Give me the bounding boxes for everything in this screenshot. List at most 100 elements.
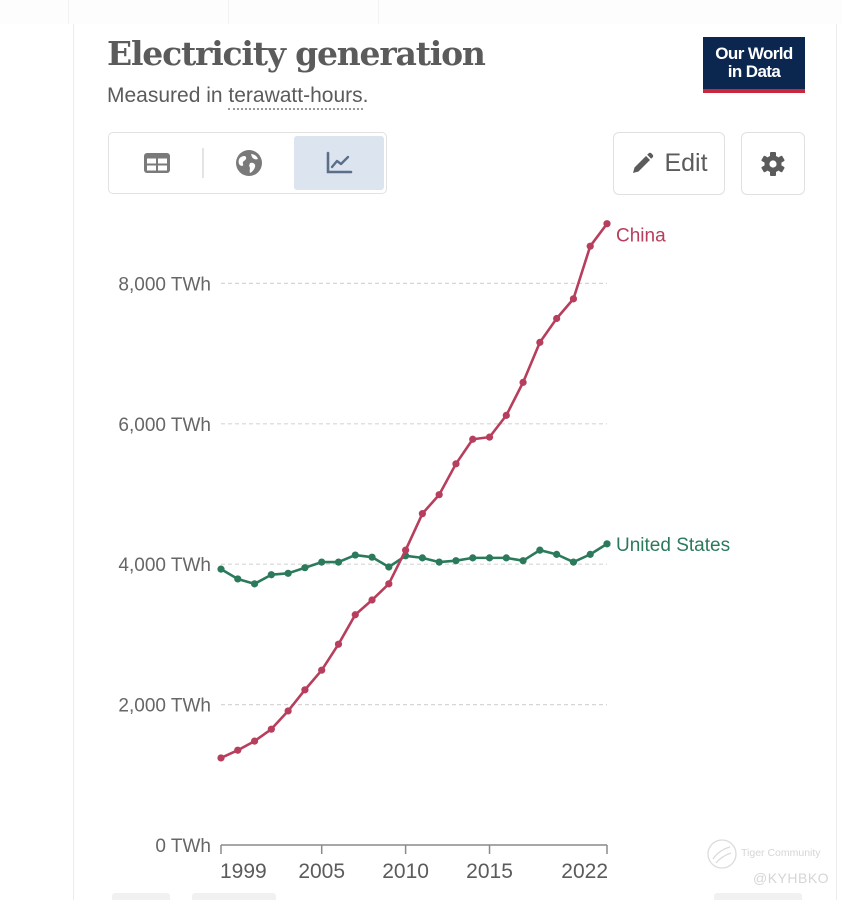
data-point[interactable] bbox=[301, 686, 309, 694]
series-label[interactable]: China bbox=[616, 226, 666, 247]
data-point[interactable] bbox=[452, 460, 460, 468]
x-tick-label: 2015 bbox=[466, 860, 513, 883]
data-point[interactable] bbox=[368, 553, 376, 561]
data-point[interactable] bbox=[452, 557, 460, 565]
table-icon bbox=[144, 153, 170, 173]
watermark-handle: @KYHBKO bbox=[753, 870, 830, 886]
data-point[interactable] bbox=[519, 378, 527, 386]
data-point[interactable] bbox=[586, 550, 594, 558]
data-point[interactable] bbox=[469, 554, 477, 562]
line-chart-icon bbox=[326, 151, 353, 174]
y-tick-label: 8,000 TWh bbox=[118, 274, 211, 295]
data-point[interactable] bbox=[569, 558, 578, 566]
x-tick-label: 2005 bbox=[298, 860, 345, 883]
view-divider bbox=[202, 148, 204, 178]
unit-link[interactable]: terawatt-hours bbox=[228, 84, 363, 110]
globe-icon bbox=[236, 150, 262, 176]
data-point[interactable] bbox=[553, 314, 561, 323]
data-point[interactable] bbox=[435, 491, 443, 499]
logo-line-1: Our World bbox=[715, 44, 793, 63]
series-label[interactable]: United States bbox=[616, 535, 730, 556]
y-tick-label: 6,000 TWh bbox=[118, 415, 211, 436]
data-point[interactable] bbox=[284, 569, 292, 577]
y-axis: 0 TWh 2,000 TWh 4,000 TWh 6,000 TWh 8,000 TW… bbox=[118, 274, 211, 857]
y-tick-label: 2,000 TWh bbox=[118, 696, 211, 717]
bottom-tab[interactable] bbox=[714, 893, 802, 900]
data-point[interactable] bbox=[368, 596, 376, 604]
strip-divider bbox=[378, 0, 379, 24]
series-line[interactable] bbox=[220, 222, 609, 760]
strip-divider bbox=[68, 0, 69, 24]
data-point[interactable] bbox=[217, 754, 225, 762]
y-tick-label: 4,000 TWh bbox=[118, 555, 211, 576]
edit-button[interactable]: Edit bbox=[613, 132, 725, 195]
data-point[interactable] bbox=[502, 554, 510, 562]
data-point[interactable] bbox=[334, 640, 343, 648]
chart-view-button[interactable] bbox=[294, 136, 384, 190]
data-point[interactable] bbox=[250, 580, 259, 588]
edit-label: Edit bbox=[664, 149, 708, 177]
x-tick-label: 1999 bbox=[220, 860, 267, 883]
x-tick-label: 2022 bbox=[561, 860, 608, 883]
data-point[interactable] bbox=[586, 242, 594, 250]
watermark: Tiger Community @KYHBKO bbox=[705, 837, 830, 892]
data-point[interactable] bbox=[267, 571, 275, 579]
map-view-button[interactable] bbox=[204, 136, 294, 190]
data-point[interactable] bbox=[536, 546, 544, 554]
data-point[interactable] bbox=[217, 565, 225, 573]
series-labels: United States China bbox=[616, 226, 730, 556]
bottom-tab[interactable] bbox=[112, 893, 170, 900]
data-point[interactable] bbox=[250, 737, 259, 745]
data-point[interactable] bbox=[519, 557, 527, 565]
data-point[interactable] bbox=[485, 554, 494, 562]
data-point[interactable] bbox=[301, 564, 309, 572]
data-point[interactable] bbox=[385, 563, 393, 571]
data-point[interactable] bbox=[234, 746, 242, 754]
data-point[interactable] bbox=[334, 558, 343, 566]
x-axis: 1999 2005 2010 2015 2022 bbox=[220, 844, 608, 883]
data-point[interactable] bbox=[536, 338, 544, 346]
series bbox=[217, 220, 611, 762]
subtitle-prefix: Measured in bbox=[107, 84, 229, 107]
bottom-tab[interactable] bbox=[192, 893, 276, 900]
y-tick-label: 0 TWh bbox=[155, 836, 211, 857]
x-tick-label: 2010 bbox=[382, 860, 429, 883]
grid-lines bbox=[221, 282, 607, 706]
view-toggle bbox=[108, 132, 387, 194]
series-united-states[interactable] bbox=[217, 540, 611, 588]
data-point[interactable] bbox=[569, 295, 578, 303]
owid-logo[interactable]: Our World in Data bbox=[703, 37, 805, 93]
data-point[interactable] bbox=[553, 550, 561, 558]
data-point[interactable] bbox=[318, 558, 326, 566]
data-point[interactable] bbox=[485, 433, 494, 441]
data-point[interactable] bbox=[435, 558, 443, 566]
data-point[interactable] bbox=[234, 575, 242, 583]
gear-icon bbox=[761, 151, 785, 176]
logo-line-2: in Data bbox=[727, 62, 781, 81]
data-point[interactable] bbox=[603, 540, 611, 548]
data-point[interactable] bbox=[284, 707, 292, 715]
data-point[interactable] bbox=[318, 666, 326, 674]
tiger-community-logo-icon bbox=[707, 839, 737, 869]
data-point[interactable] bbox=[418, 510, 426, 518]
data-point[interactable] bbox=[469, 435, 477, 443]
data-point[interactable] bbox=[502, 411, 510, 419]
chart-title: Electricity generation bbox=[107, 34, 486, 73]
watermark-brand: Tiger Community bbox=[741, 847, 821, 859]
data-point[interactable] bbox=[402, 546, 410, 554]
data-point[interactable] bbox=[418, 554, 426, 562]
data-point[interactable] bbox=[351, 551, 359, 559]
settings-button[interactable] bbox=[741, 132, 805, 195]
data-point[interactable] bbox=[267, 725, 275, 733]
subtitle-suffix: . bbox=[362, 84, 369, 107]
chart-subtitle: Measured in terawatt-hours. bbox=[107, 84, 369, 110]
pencil-icon bbox=[633, 152, 654, 173]
series-china[interactable] bbox=[217, 220, 611, 762]
data-point[interactable] bbox=[351, 611, 359, 619]
table-view-button[interactable] bbox=[112, 136, 202, 190]
data-point[interactable] bbox=[603, 220, 611, 228]
data-point[interactable] bbox=[385, 580, 393, 588]
top-strip bbox=[0, 0, 842, 24]
strip-divider bbox=[228, 0, 229, 24]
